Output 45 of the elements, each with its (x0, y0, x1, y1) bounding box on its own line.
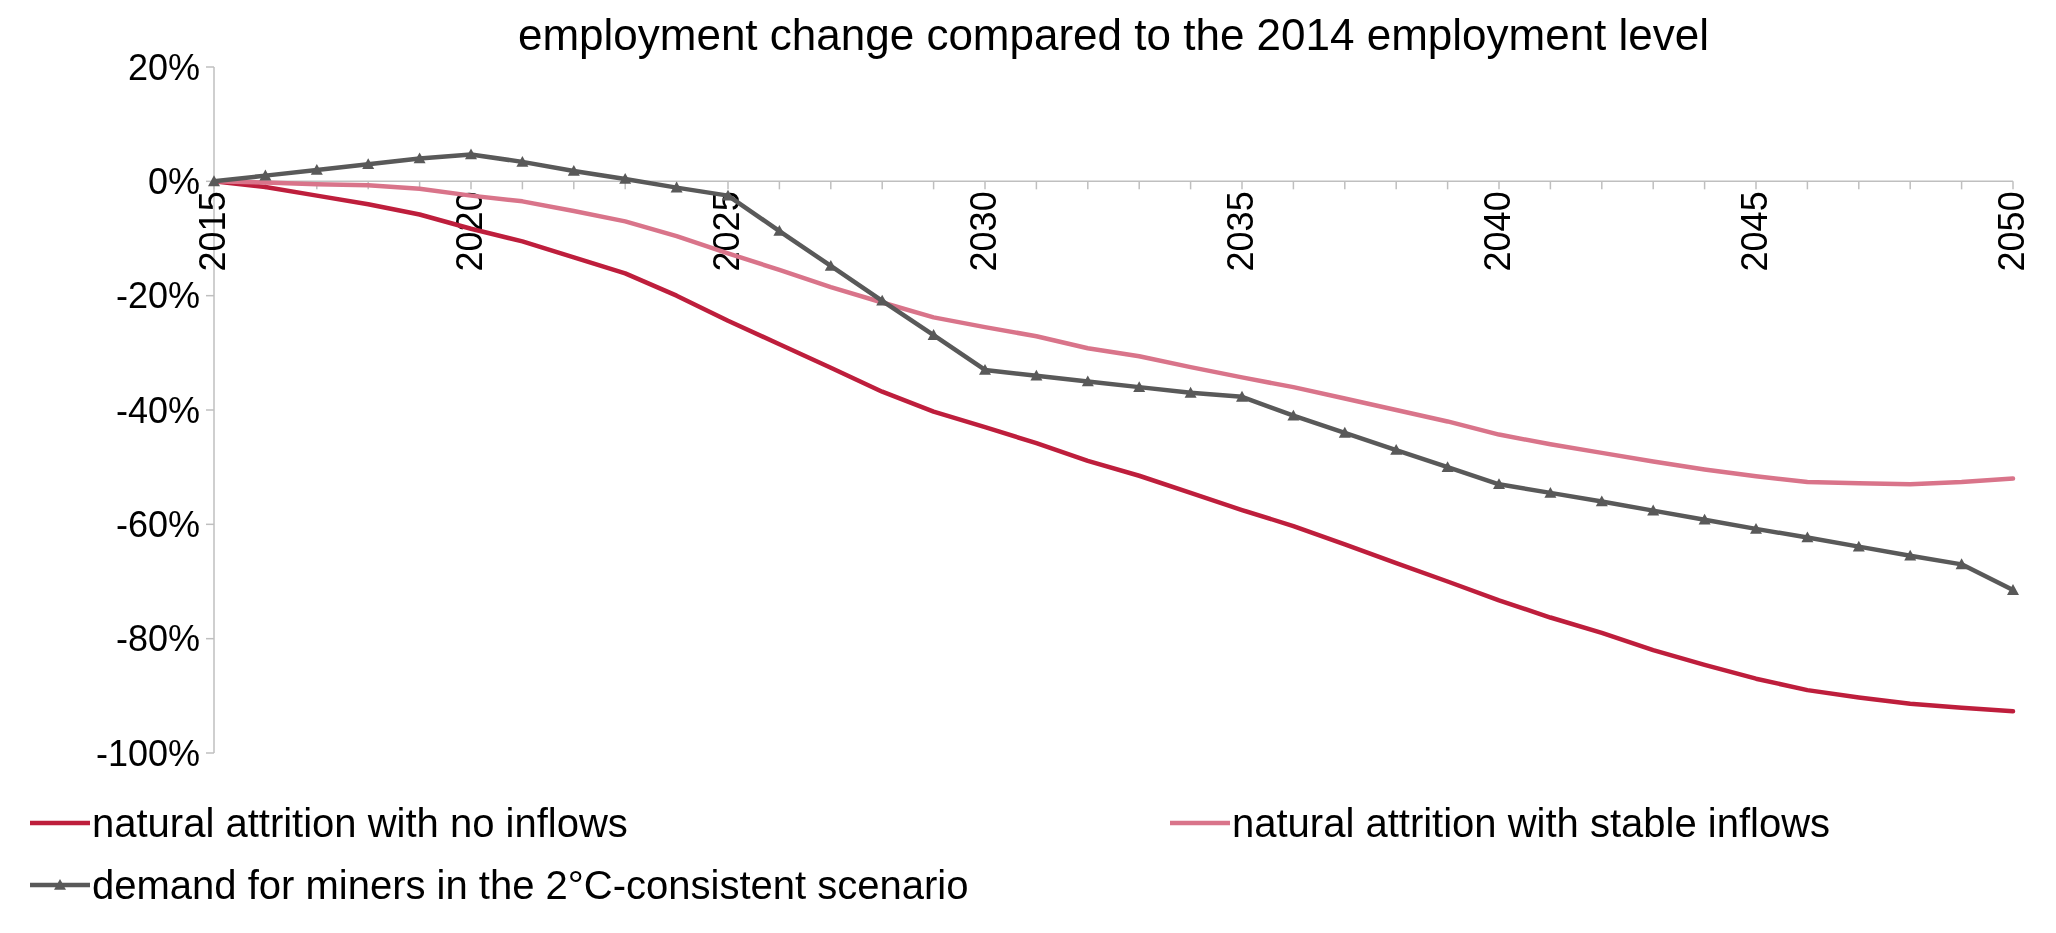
x-tick-label: 2035 (1219, 191, 1261, 272)
point (1698, 513, 1711, 525)
y-tick-label: -100% (95, 732, 200, 774)
point (619, 173, 632, 184)
point (1647, 504, 1660, 516)
chart-title: employment change compared to the 2014 employment level (517, 10, 1710, 59)
legend-label: natural attrition with no inflows (92, 801, 628, 845)
legend-label: demand for miners in the 2°C-consistent scenario (92, 863, 969, 907)
legend-label: natural attrition with stable inflows (1232, 801, 1831, 845)
point (362, 158, 375, 169)
point (516, 155, 529, 167)
point (310, 163, 323, 175)
x-tick-label: 2030 (962, 191, 1004, 272)
point (1030, 369, 1043, 381)
point (1852, 540, 1865, 552)
point (567, 165, 580, 176)
point (1493, 478, 1505, 490)
point (1750, 522, 1762, 534)
point (1595, 495, 1608, 507)
x-tick-label: 2045 (1733, 191, 1775, 272)
point (1801, 531, 1814, 543)
y-tick-label: -40% (115, 389, 200, 431)
x-tick-label: 2040 (1476, 191, 1518, 272)
point (1287, 409, 1300, 421)
point (259, 169, 272, 181)
point (1133, 381, 1146, 392)
point (1904, 549, 1917, 561)
y-tick-label: -20% (115, 275, 200, 317)
point (1236, 390, 1248, 402)
point (1081, 375, 1094, 387)
y-tick-label: -80% (115, 618, 200, 660)
x-tick-label: 2050 (1990, 191, 2032, 272)
point (2007, 584, 2019, 595)
point (1184, 386, 1197, 398)
point (413, 152, 426, 164)
point (1390, 444, 1403, 455)
y-tick-label: 20% (127, 46, 200, 88)
point (1544, 486, 1557, 498)
y-tick-label: -60% (115, 503, 200, 545)
point (979, 363, 991, 375)
point (1441, 461, 1454, 472)
point (465, 148, 477, 160)
point (670, 181, 683, 193)
point (1955, 558, 1968, 570)
point (1338, 426, 1351, 438)
